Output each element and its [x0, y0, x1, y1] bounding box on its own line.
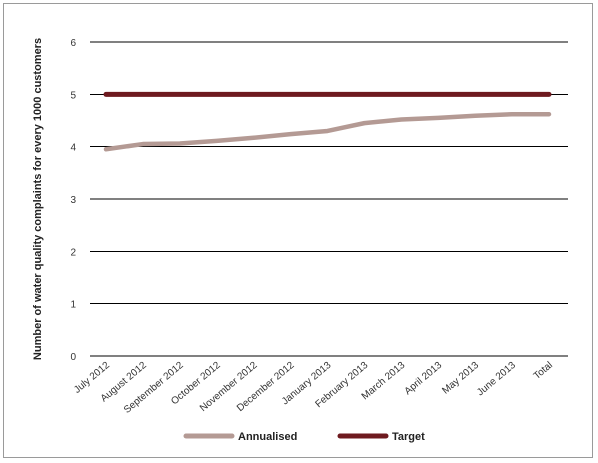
data-point-annualised: [400, 118, 402, 120]
data-point-target: [363, 93, 365, 95]
legend: Annualised Target: [183, 431, 425, 443]
y-tick-label-4: 4: [70, 143, 76, 154]
y-tick-label-2: 2: [70, 247, 76, 258]
data-point-annualised: [474, 115, 476, 117]
data-point-target: [216, 93, 218, 95]
data-point-target: [437, 93, 439, 95]
y-tick-label-5: 5: [70, 90, 76, 101]
data-point-target: [400, 93, 402, 95]
series-lines: [103, 91, 552, 152]
data-point-target: [290, 93, 292, 95]
data-point-annualised: [216, 140, 218, 142]
data-point-target: [105, 93, 107, 95]
data-point-annualised: [179, 143, 181, 145]
data-point-annualised: [142, 143, 144, 145]
data-point-annualised: [253, 137, 255, 139]
data-point-target: [253, 93, 255, 95]
data-point-annualised: [105, 148, 107, 150]
data-point-annualised: [290, 133, 292, 135]
chart-frame: [3, 3, 593, 458]
data-point-annualised: [548, 113, 550, 115]
data-point-annualised: [437, 117, 439, 119]
data-point-annualised: [511, 113, 513, 115]
data-point-target: [511, 93, 513, 95]
y-tick-label-6: 6: [70, 38, 76, 49]
data-point-target: [474, 93, 476, 95]
data-point-target: [142, 93, 144, 95]
data-point-target: [179, 93, 181, 95]
data-point-annualised: [363, 122, 365, 124]
data-point-target: [327, 93, 328, 95]
data-point-target: [548, 93, 550, 95]
x-tick-label: Total: [532, 360, 555, 382]
x-tick-label: April 2013: [403, 360, 445, 398]
y-tick-labels: 0 1 2 3 4 5 6: [70, 38, 76, 363]
legend-label-target: Target: [392, 431, 425, 443]
y-axis-label: Number of water quality complaints for e…: [32, 38, 44, 360]
y-tick-label-3: 3: [70, 195, 76, 206]
series-line-annualised: [103, 111, 552, 152]
y-tick-label-1: 1: [70, 300, 76, 311]
y-tick-label-0: 0: [70, 352, 76, 363]
legend-label-annualised: Annualised: [238, 431, 297, 443]
gridlines: [90, 41, 568, 357]
x-tick-label: June 2013: [475, 360, 518, 399]
data-point-annualised: [327, 130, 328, 132]
